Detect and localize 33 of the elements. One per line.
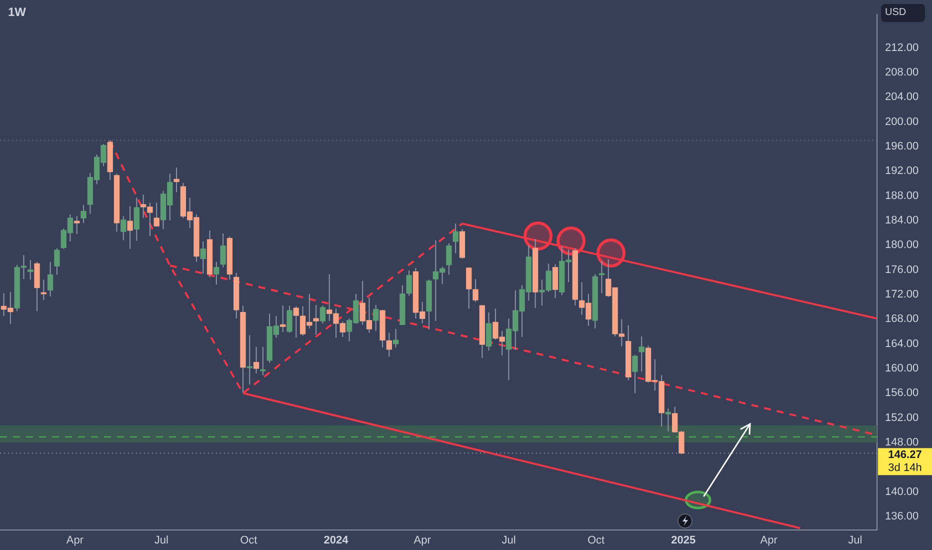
x-tick-label: Apr (760, 534, 778, 547)
x-tick-label: Oct (587, 534, 605, 547)
y-tick-label: 208.00 (885, 66, 919, 79)
chart-title: 1W (8, 5, 26, 19)
y-tick-label: 212.00 (885, 42, 919, 54)
y-tick-label: 192.00 (885, 165, 919, 178)
y-tick-label: 196.00 (885, 140, 919, 153)
y-tick-label: 176.00 (885, 264, 919, 276)
x-tick-label: Jul (848, 534, 862, 547)
y-tick-label: 180.00 (885, 239, 919, 252)
x-tick-label: Jul (502, 534, 516, 547)
y-tick-label: 148.00 (885, 436, 919, 448)
text: 3d 14h (888, 462, 922, 474)
x-tick-label: 2025 (671, 534, 696, 547)
y-tick-label: 188.00 (885, 190, 919, 202)
x-tick-label: Apr (414, 534, 432, 547)
y-tick-label: 140.00 (885, 486, 919, 498)
y-tick-label: 168.00 (885, 313, 919, 326)
y-tick-label: 184.00 (885, 214, 919, 227)
y-tick-label: 172.00 (885, 288, 919, 301)
x-tick-label: Jul (154, 534, 168, 547)
y-tick-label: 136.00 (885, 510, 919, 522)
y-axis-title: USD (881, 4, 925, 22)
x-tick-label: Apr (66, 534, 84, 547)
y-tick-label: 164.00 (885, 338, 919, 350)
y-tick-label: 200.00 (885, 116, 919, 128)
y-tick-label: 204.00 (885, 91, 919, 104)
ref-line-label: 146.27 (888, 449, 922, 462)
x-tick-label: Oct (240, 534, 258, 547)
y-tick-label: 152.00 (885, 412, 919, 424)
x-tick-label: 2024 (324, 534, 350, 547)
y-tick-label: 156.00 (885, 387, 919, 400)
y-tick-label: 160.00 (885, 362, 919, 375)
